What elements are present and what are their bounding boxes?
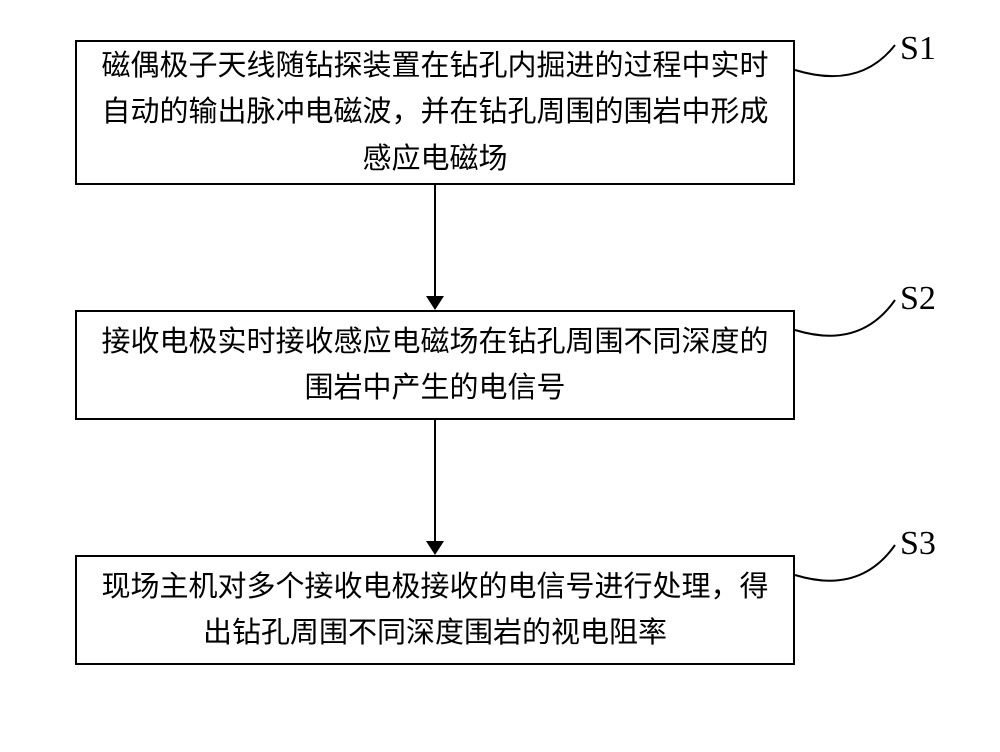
flow-box-s3-text: 现场主机对多个接收电极接收的电信号进行处理，得出钻孔周围不同深度围岩的视电阻率 <box>97 564 773 657</box>
flow-box-s3: 现场主机对多个接收电极接收的电信号进行处理，得出钻孔周围不同深度围岩的视电阻率 <box>75 555 795 665</box>
step-label-s3: S3 <box>900 525 936 563</box>
arrow-s2-to-s3 <box>426 420 444 555</box>
flow-box-s1: 磁偶极子天线随钻探装置在钻孔内掘进的过程中实时自动的输出脉冲电磁波，并在钻孔周围… <box>75 40 795 185</box>
step-label-s1: S1 <box>900 30 936 68</box>
callout-curve-s1 <box>795 43 899 108</box>
flow-box-s2-text: 接收电极实时接收感应电磁场在钻孔周围不同深度的围岩中产生的电信号 <box>97 319 773 412</box>
callout-curve-s2 <box>795 298 899 368</box>
flow-box-s2: 接收电极实时接收感应电磁场在钻孔周围不同深度的围岩中产生的电信号 <box>75 310 795 420</box>
flow-box-s1-text: 磁偶极子天线随钻探装置在钻孔内掘进的过程中实时自动的输出脉冲电磁波，并在钻孔周围… <box>97 43 773 182</box>
step-label-s2: S2 <box>900 280 936 318</box>
callout-curve-s3 <box>795 543 899 613</box>
arrow-s1-to-s2 <box>426 185 444 310</box>
